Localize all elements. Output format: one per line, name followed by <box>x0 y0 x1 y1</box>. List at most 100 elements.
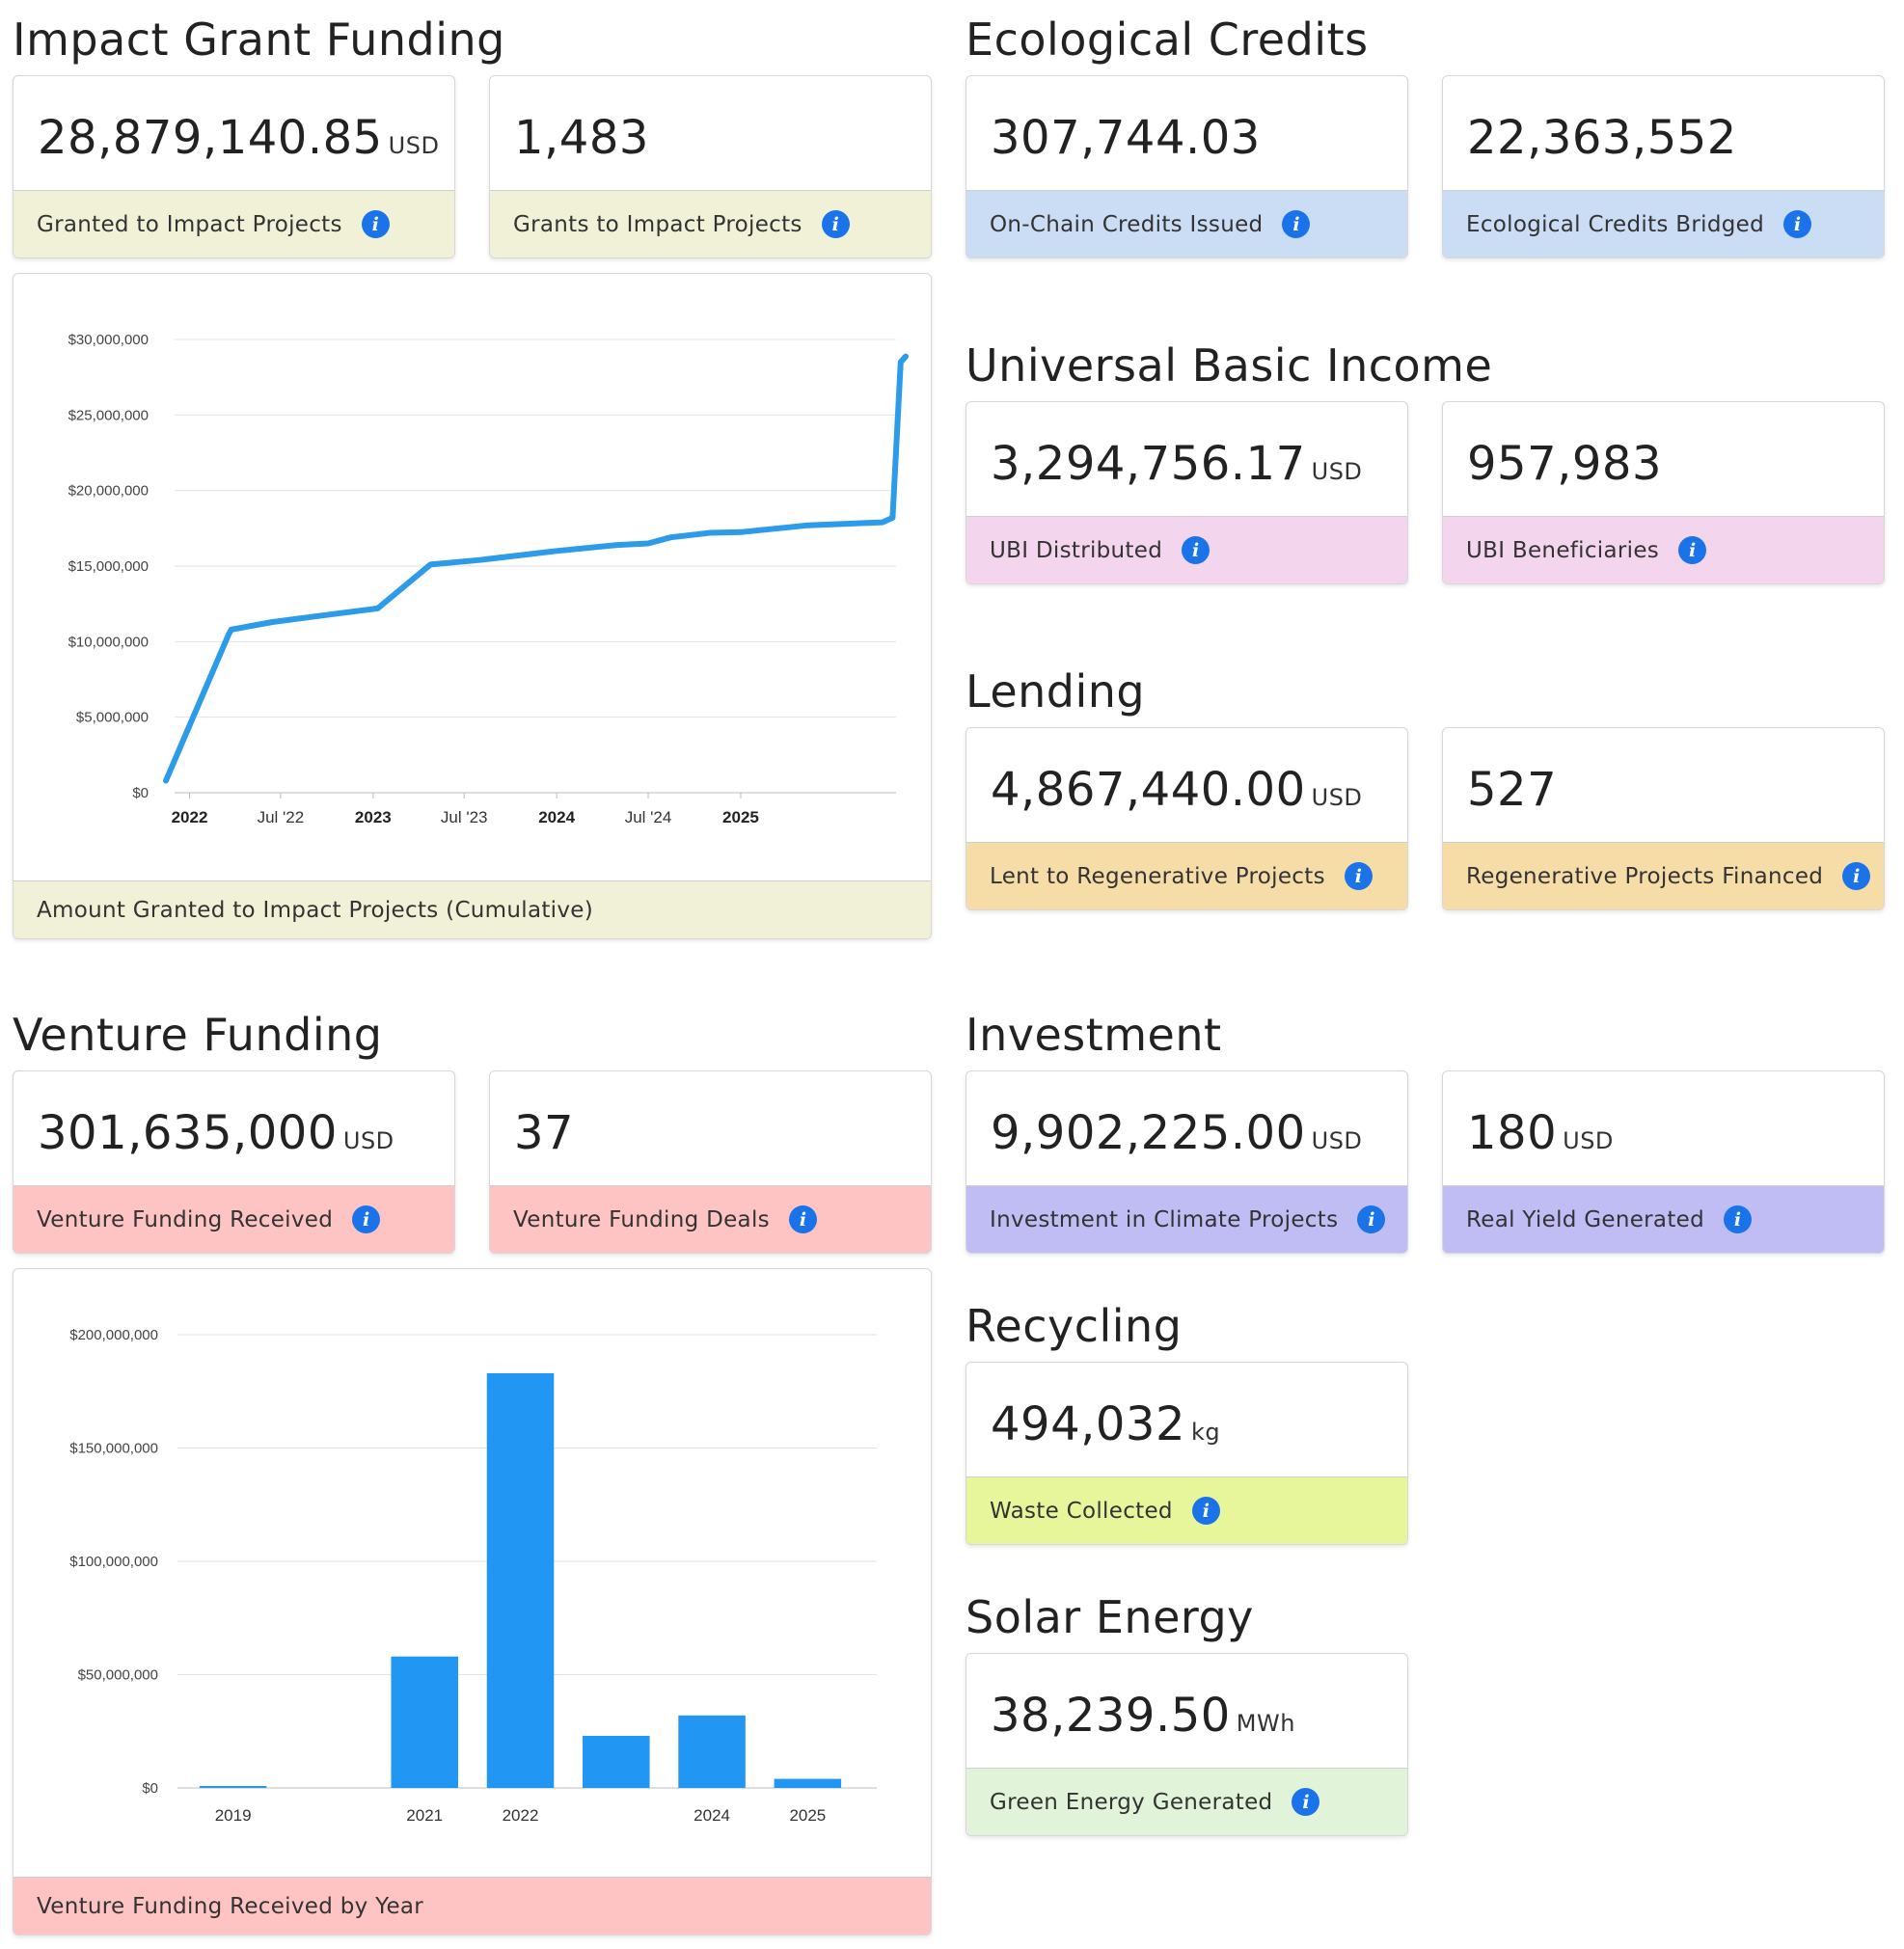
ubi-beneficiaries-card: 957,983 UBI Beneficiaries i <box>1442 401 1885 584</box>
solar-energy-title: Solar Energy <box>966 1591 1254 1643</box>
investment-title: Investment <box>966 1009 1222 1061</box>
x-tick-label: 2022 <box>172 808 208 826</box>
stat-label: Venture Funding Received <box>37 1206 334 1232</box>
data-point <box>317 614 321 618</box>
y-tick-label: $50,000,000 <box>78 1667 158 1684</box>
credits-bridged-card: 22,363,552 Ecological Credits Bridged i <box>1442 75 1885 258</box>
data-point <box>904 355 908 359</box>
stat-label: Ecological Credits Bridged <box>1466 211 1764 237</box>
y-tick-label: $0 <box>132 785 149 801</box>
x-tick-label: 2025 <box>722 808 759 826</box>
investment-climate-card: 9,902,225.00 USD Investment in Climate Pr… <box>966 1070 1408 1254</box>
lending-title: Lending <box>966 665 1146 717</box>
stat-label: Real Yield Generated <box>1466 1206 1704 1232</box>
y-tick-label: $10,000,000 <box>68 634 149 650</box>
stat-value: 4,867,440.00 USD <box>991 763 1363 817</box>
projects-financed-card: 527 Regenerative Projects Financed i <box>1442 727 1885 910</box>
stat-value: 3,294,756.17 USD <box>991 437 1363 491</box>
stat-footer: Regenerative Projects Financed i <box>1443 842 1884 909</box>
info-icon[interactable]: i <box>788 1205 817 1233</box>
stat-label: Regenerative Projects Financed <box>1466 863 1824 889</box>
data-point <box>477 558 481 562</box>
bar-2019 <box>199 1786 267 1788</box>
bar-2021 <box>391 1656 458 1788</box>
info-icon[interactable]: i <box>1182 536 1210 564</box>
data-point <box>230 628 233 632</box>
stat-footer: Ecological Credits Bridged i <box>1443 190 1884 257</box>
green-energy-card: 38,239.50 MWh Green Energy Generated i <box>966 1653 1408 1836</box>
stat-footer: Venture Funding Received i <box>14 1185 454 1253</box>
stat-footer: Waste Collected i <box>966 1476 1407 1544</box>
info-icon[interactable]: i <box>1191 1497 1220 1525</box>
stat-footer: Real Yield Generated i <box>1443 1185 1884 1253</box>
waste-collected-card: 494,032 kg Waste Collected i <box>966 1362 1408 1545</box>
bar-2022 <box>486 1372 555 1788</box>
stat-value: 1,483 <box>514 111 649 165</box>
lent-amount-card: 4,867,440.00 USD Lent to Regenerative Pro… <box>966 727 1408 910</box>
chart-caption: Amount Granted to Impact Projects (Cumul… <box>37 897 593 923</box>
x-tick-label: 2022 <box>503 1806 539 1825</box>
info-icon[interactable]: i <box>1282 210 1311 238</box>
venture-bar-chart: $0 $50,000,000 $100,000,000 $150,000,000 $20… <box>69 1327 877 1825</box>
stat-label: On-Chain Credits Issued <box>990 211 1264 237</box>
stat-footer: UBI Distributed i <box>966 516 1407 583</box>
grant-line-chart: $0 $5,000,000 $10,000,000 $15,000,000 $20,00… <box>68 332 909 826</box>
stat-footer: Investment in Climate Projects i <box>966 1185 1407 1253</box>
y-tick-label: $200,000,000 <box>69 1327 158 1343</box>
y-tick-label: $100,000,000 <box>69 1554 158 1570</box>
onchain-credits-card: 307,744.03 On-Chain Credits Issued i <box>966 75 1408 258</box>
info-icon[interactable]: i <box>1723 1205 1752 1233</box>
impact-grant-title: Impact Grant Funding <box>13 14 505 66</box>
chart-footer: Amount Granted to Impact Projects (Cumul… <box>14 880 931 938</box>
stat-value: 9,902,225.00 USD <box>991 1106 1363 1160</box>
x-tick-label: 2023 <box>355 808 392 826</box>
info-icon[interactable]: i <box>1842 862 1871 890</box>
ubi-distributed-card: 3,294,756.17 USD UBI Distributed i <box>966 401 1408 584</box>
stat-value: 494,032 kg <box>991 1397 1221 1451</box>
recycling-title: Recycling <box>966 1300 1183 1352</box>
data-point <box>668 535 672 539</box>
ecological-credits-title: Ecological Credits <box>966 14 1369 66</box>
bar-2023 <box>583 1735 650 1788</box>
info-icon[interactable]: i <box>352 1205 381 1233</box>
x-tick-label: 2021 <box>406 1806 443 1825</box>
y-tick-label: $30,000,000 <box>68 332 149 348</box>
y-tick-label: $15,000,000 <box>68 558 149 575</box>
info-icon[interactable]: i <box>1357 1205 1386 1233</box>
data-point <box>881 521 884 525</box>
x-tick-label: 2024 <box>694 1806 730 1825</box>
venture-by-year-chart-card: $0 $50,000,000 $100,000,000 $150,000,000 $20… <box>13 1268 932 1935</box>
stat-value: 301,635,000 USD <box>38 1106 394 1160</box>
stat-footer: On-Chain Credits Issued i <box>966 190 1407 257</box>
stat-footer: UBI Beneficiaries i <box>1443 516 1884 583</box>
stat-value: 527 <box>1467 763 1558 817</box>
info-icon[interactable]: i <box>821 210 850 238</box>
y-tick-label: $20,000,000 <box>68 483 149 500</box>
stat-label: Granted to Impact Projects <box>37 211 342 237</box>
x-tick-label: Jul '22 <box>258 808 305 826</box>
data-point <box>164 778 168 782</box>
data-point <box>646 542 650 545</box>
info-icon[interactable]: i <box>1782 210 1811 238</box>
data-point <box>227 633 231 636</box>
stat-label: Investment in Climate Projects <box>990 1206 1339 1232</box>
data-point <box>376 607 380 610</box>
bar-2025 <box>774 1778 842 1788</box>
x-tick-label: Jul '23 <box>441 808 488 826</box>
info-icon[interactable]: i <box>361 210 390 238</box>
x-tick-label: Jul '24 <box>625 808 672 826</box>
chart-caption: Venture Funding Received by Year <box>37 1893 424 1919</box>
stat-label: Grants to Impact Projects <box>513 211 802 237</box>
x-tick-label: 2025 <box>789 1806 826 1825</box>
info-icon[interactable]: i <box>1344 862 1373 890</box>
stat-footer: Venture Funding Deals i <box>490 1185 931 1253</box>
info-icon[interactable]: i <box>1678 536 1707 564</box>
stat-value: 307,744.03 <box>991 111 1261 165</box>
stat-footer: Granted to Impact Projects i <box>14 190 454 257</box>
stat-label: UBI Beneficiaries <box>1466 537 1660 563</box>
data-point <box>739 530 743 534</box>
granted-amount-card: 28,879,140.85 USD Granted to Impact Proje… <box>13 75 455 258</box>
venture-received-card: 301,635,000 USD Venture Funding Received … <box>13 1070 455 1254</box>
info-icon[interactable]: i <box>1292 1788 1320 1816</box>
stat-footer: Green Energy Generated i <box>966 1768 1407 1835</box>
